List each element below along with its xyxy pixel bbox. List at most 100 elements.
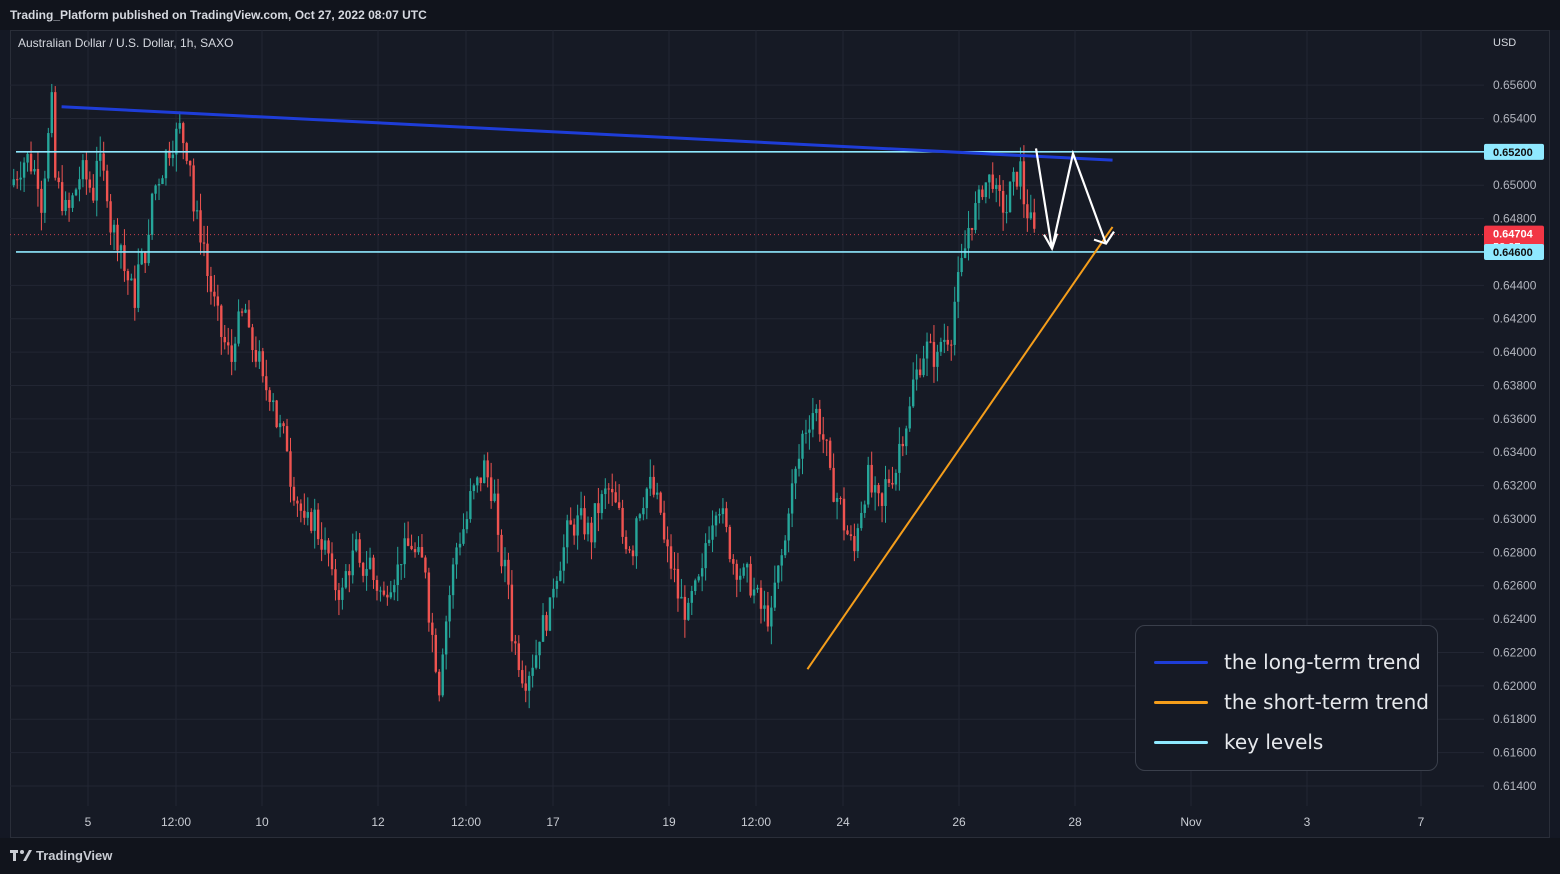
bottom-bar bbox=[0, 838, 1560, 874]
x-tick-label: 3 bbox=[1304, 815, 1311, 829]
candle-body bbox=[265, 376, 268, 391]
candle-body bbox=[271, 400, 275, 402]
candle-body bbox=[749, 563, 752, 596]
candle-body bbox=[227, 342, 230, 346]
candle-body bbox=[732, 559, 735, 564]
projection-arrowhead-end bbox=[1093, 230, 1115, 245]
candle-body bbox=[386, 594, 389, 598]
price-label-bg bbox=[1484, 243, 1544, 260]
y-tick-label: 0.62200 bbox=[1493, 645, 1537, 659]
candle-body bbox=[444, 621, 448, 655]
candle-body bbox=[417, 547, 420, 553]
candle-body bbox=[462, 529, 465, 544]
candle-body bbox=[140, 251, 143, 265]
candle-body bbox=[676, 568, 680, 599]
candle-body bbox=[88, 179, 92, 188]
candle-body bbox=[853, 536, 856, 552]
candle-body bbox=[438, 671, 441, 696]
candle-body bbox=[202, 242, 206, 244]
candle-body bbox=[960, 257, 963, 273]
candle-body bbox=[1019, 161, 1022, 187]
y-tick-label: 0.63600 bbox=[1493, 412, 1537, 426]
candle-body bbox=[313, 509, 316, 531]
candle-body bbox=[988, 174, 991, 183]
candle-body bbox=[469, 491, 472, 520]
candle-body bbox=[842, 498, 846, 531]
candle-body bbox=[510, 584, 514, 642]
candle-body bbox=[773, 582, 777, 608]
candle-body bbox=[977, 189, 981, 204]
candle-body bbox=[545, 615, 548, 631]
candle-body bbox=[258, 351, 261, 362]
candle-body bbox=[507, 559, 510, 585]
x-tick-label: 26 bbox=[952, 815, 966, 829]
candle-body bbox=[673, 568, 676, 570]
y-tick-label: 0.62800 bbox=[1493, 545, 1537, 559]
candle-body bbox=[714, 515, 718, 526]
candle-body bbox=[891, 482, 894, 485]
candle-body bbox=[168, 150, 171, 159]
candle-body bbox=[790, 483, 794, 514]
legend-swatch-key-levels bbox=[1154, 740, 1208, 744]
candle-body bbox=[143, 251, 147, 264]
candle-body bbox=[745, 563, 749, 568]
candle-body bbox=[555, 580, 559, 589]
candle-body bbox=[399, 564, 403, 566]
price-label-bg bbox=[1484, 143, 1544, 160]
candle-body bbox=[161, 178, 164, 185]
candle-body bbox=[569, 520, 572, 525]
price-label-text: 0.64600 bbox=[1493, 247, 1533, 259]
tradingview-logo-icon bbox=[10, 849, 32, 861]
candle-body bbox=[562, 547, 565, 571]
candle-body bbox=[984, 182, 988, 198]
candle-body bbox=[638, 514, 642, 519]
y-tick-label: 0.64800 bbox=[1493, 212, 1537, 226]
candle-body bbox=[631, 550, 635, 557]
candle-body bbox=[922, 358, 925, 376]
candle-body bbox=[873, 485, 877, 493]
candle-body bbox=[815, 408, 818, 414]
candle-body bbox=[943, 339, 946, 342]
candle-body bbox=[282, 423, 285, 427]
candle-body bbox=[137, 264, 140, 308]
candle-body bbox=[261, 351, 265, 377]
candle-body bbox=[600, 494, 604, 514]
candle-body bbox=[635, 518, 638, 557]
candle-body bbox=[797, 458, 801, 469]
candle-body bbox=[476, 477, 479, 486]
legend-label-long-term: the long-term trend bbox=[1224, 650, 1421, 674]
candle-body bbox=[531, 667, 534, 676]
candle-body bbox=[60, 182, 64, 212]
candle-body bbox=[240, 311, 244, 313]
candle-body bbox=[112, 224, 116, 233]
candle-body bbox=[825, 439, 828, 441]
x-tick-label: 12:00 bbox=[451, 815, 481, 829]
candle-body bbox=[662, 512, 666, 540]
projection-path bbox=[1034, 148, 1108, 249]
candle-body bbox=[880, 493, 884, 506]
publish-info: Trading_Platform published on TradingVie… bbox=[10, 8, 427, 22]
candle-body bbox=[846, 530, 849, 535]
candle-body bbox=[863, 504, 866, 513]
candle-body bbox=[396, 564, 399, 586]
candle-body bbox=[465, 519, 469, 530]
candle-body bbox=[1001, 190, 1005, 213]
candle-body bbox=[26, 153, 29, 163]
candle-body bbox=[822, 434, 825, 440]
candle-body bbox=[534, 655, 538, 668]
candle-body bbox=[195, 210, 199, 212]
y-tick-label: 0.62400 bbox=[1493, 612, 1537, 626]
candle-body bbox=[372, 557, 375, 581]
candle-body bbox=[296, 500, 299, 504]
candle-body bbox=[579, 508, 583, 516]
candle-body bbox=[777, 565, 780, 583]
candle-body bbox=[607, 488, 610, 490]
candle-body bbox=[763, 605, 766, 609]
candle-body bbox=[770, 607, 773, 627]
candle-body bbox=[220, 305, 223, 337]
candle-body bbox=[690, 591, 693, 603]
candle-body bbox=[341, 587, 344, 600]
tradingview-logo[interactable]: TradingView bbox=[10, 848, 112, 863]
candle-body bbox=[604, 488, 607, 495]
